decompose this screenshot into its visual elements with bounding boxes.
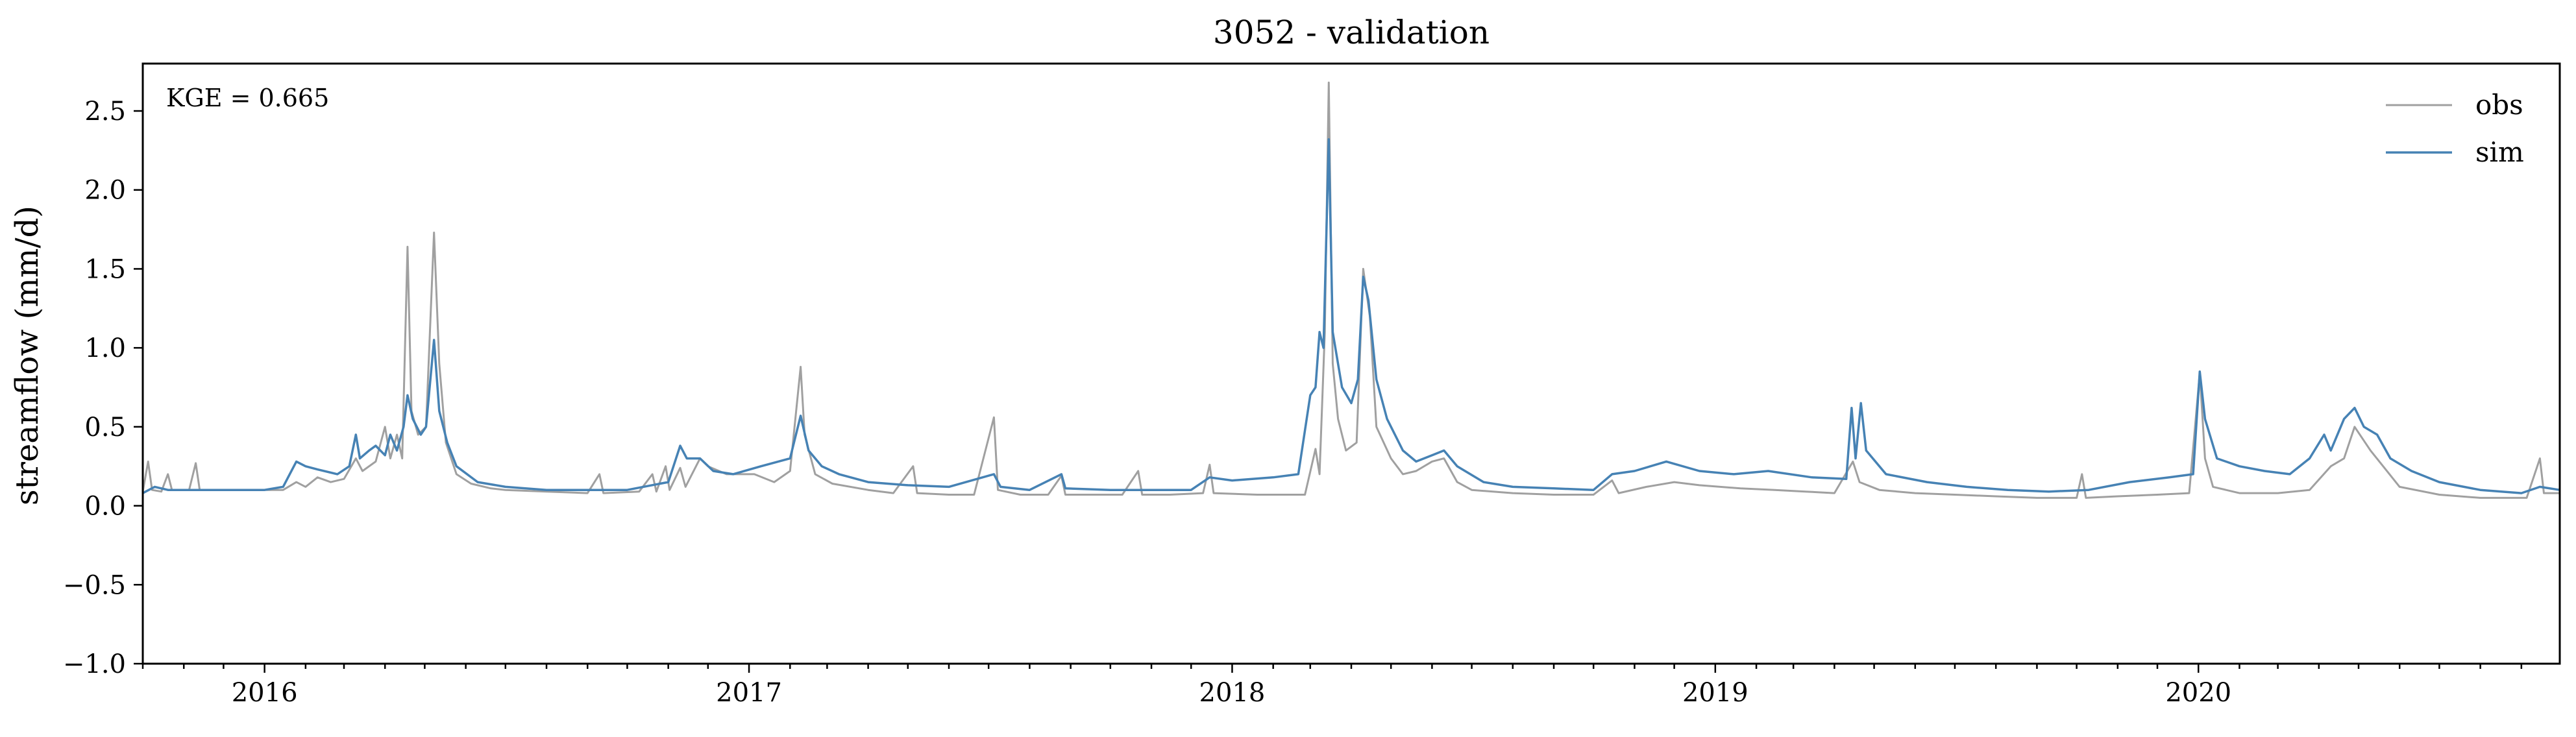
- x-tick-label: 2020: [2165, 678, 2231, 708]
- y-tick-label: 0.5: [84, 413, 126, 442]
- x-tick-label: 2019: [1682, 678, 1748, 708]
- series-line-sim: [142, 138, 2560, 494]
- y-tick-label: 2.5: [84, 97, 126, 127]
- x-tick-label: 2017: [716, 678, 782, 708]
- y-tick-label: 2.0: [84, 176, 126, 206]
- y-tick-label: 0.0: [84, 492, 126, 522]
- y-axis-label: streamflow (mm/d): [9, 206, 45, 505]
- legend: obs sim: [2386, 89, 2524, 168]
- legend-label-obs: obs: [2475, 89, 2523, 121]
- y-tick-label: 1.5: [84, 254, 126, 284]
- x-tick-label: 2016: [232, 678, 298, 708]
- y-tick-label: −1.0: [63, 649, 126, 679]
- kge-annotation: KGE = 0.665: [166, 84, 329, 112]
- y-tick-label: 1.0: [84, 333, 126, 363]
- plot-frame: [141, 62, 2561, 665]
- chart-title: 3052 - validation: [1213, 14, 1490, 51]
- y-tick-label: −0.5: [63, 570, 126, 600]
- x-axis-ticks: 2016 2017 2018 2019 2020: [141, 664, 2523, 708]
- y-axis-ticks: 2.5 2.0 1.5 1.0 0.5 0.0 −0.5 −1.0: [63, 97, 143, 679]
- x-tick-label: 2018: [1199, 678, 1266, 708]
- series-layer: [141, 81, 2560, 499]
- legend-label-sim: sim: [2475, 136, 2524, 168]
